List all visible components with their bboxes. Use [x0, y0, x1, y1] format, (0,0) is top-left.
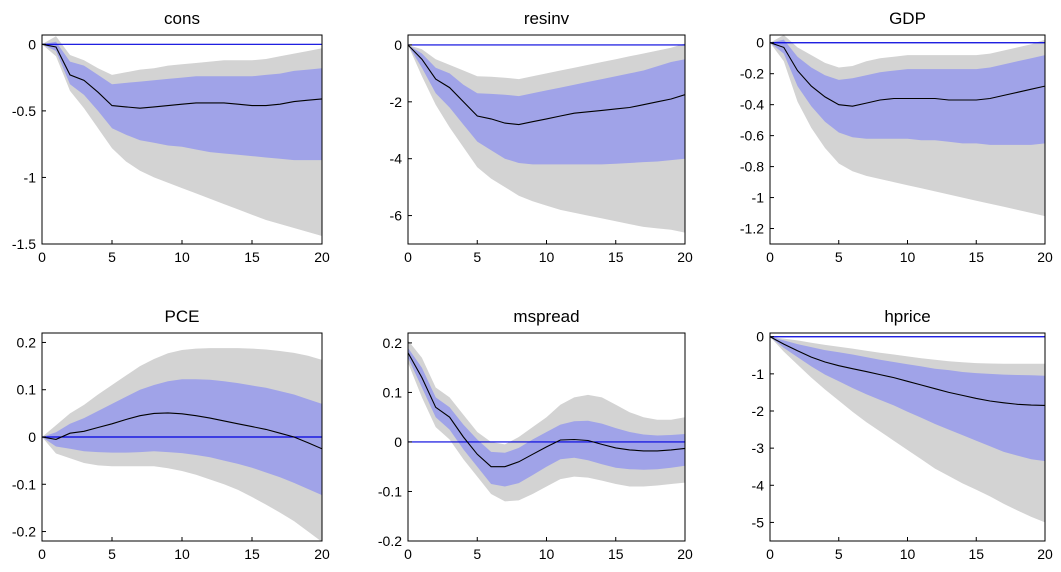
resinv-ytick-label: 0 — [394, 37, 402, 53]
mspread-xtick-label: 0 — [404, 546, 412, 562]
mspread-ytick-label: 0.1 — [383, 384, 403, 400]
PCE-ytick-label: 0.2 — [17, 334, 37, 350]
cons-median-line — [42, 43, 322, 109]
mspread-xtick-label: 20 — [677, 546, 693, 562]
cons-xtick-label: 20 — [314, 249, 330, 265]
resinv-ytick-label: -4 — [390, 151, 403, 167]
cons-xtick-label: 5 — [108, 249, 116, 265]
GDP-band-68 — [770, 39, 1045, 145]
GDP-ytick-label: -0.2 — [740, 66, 764, 82]
panel-mspread: mspread 0 5 10 15 20 0.2 0.1 0 -0.1 -0.2 — [378, 307, 693, 562]
resinv-xtick-label: 5 — [473, 249, 481, 265]
hprice-median-line — [770, 336, 1045, 406]
PCE-ytick-label: -0.2 — [12, 524, 36, 540]
PCE-xtick-label: 5 — [108, 546, 116, 562]
PCE-title: PCE — [165, 307, 200, 326]
GDP-ytick-label: -0.6 — [740, 128, 764, 144]
resinv-ytick-label: -6 — [390, 208, 403, 224]
hprice-xtick-label: 0 — [766, 546, 774, 562]
PCE-ytick-label: 0.1 — [17, 382, 37, 398]
cons-band-68 — [42, 41, 322, 161]
mspread-ytick-label: 0.2 — [383, 335, 403, 351]
GDP-xtick-label: 0 — [766, 249, 774, 265]
cons-title: cons — [164, 9, 200, 28]
cons-ytick-label: -0.5 — [12, 103, 36, 119]
PCE-ytick-label: -0.1 — [12, 476, 36, 492]
resinv-ytick-label: -2 — [390, 94, 403, 110]
cons-ytick-label: 0 — [28, 36, 36, 52]
PCE-xtick-label: 20 — [314, 546, 330, 562]
cons-xtick-label: 15 — [244, 249, 260, 265]
panel-hprice: hprice 0 5 10 15 20 0 -1 -2 -3 -4 -5 — [752, 307, 1053, 562]
GDP-ytick-label: -0.8 — [740, 159, 764, 175]
PCE-xtick-label: 10 — [174, 546, 190, 562]
GDP-xtick-label: 5 — [835, 249, 843, 265]
hprice-ytick-label: -2 — [752, 403, 765, 419]
panel-resinv: resinv 0 5 10 15 20 0 -2 -4 -6 — [390, 9, 693, 265]
mspread-xtick-label: 10 — [539, 546, 555, 562]
resinv-title: resinv — [524, 9, 570, 28]
cons-xtick-label: 10 — [174, 249, 190, 265]
hprice-xtick-label: 5 — [835, 546, 843, 562]
mspread-median-line — [408, 352, 685, 468]
hprice-ytick-label: 0 — [756, 329, 764, 345]
cons-xtick-label: 0 — [38, 249, 46, 265]
mspread-ytick-label: 0 — [394, 434, 402, 450]
PCE-ytick-label: 0 — [28, 429, 36, 445]
hprice-title: hprice — [884, 307, 930, 326]
mspread-band-68 — [408, 347, 685, 487]
mspread-xtick-label: 15 — [608, 546, 624, 562]
GDP-xtick-label: 20 — [1037, 249, 1053, 265]
mspread-title: mspread — [513, 307, 579, 326]
GDP-ytick-label: -1 — [752, 190, 765, 206]
PCE-xtick-label: 15 — [244, 546, 260, 562]
panel-PCE: PCE 0 5 10 15 20 0.2 0.1 0 -0.1 -0.2 — [12, 307, 330, 562]
hprice-band-68 — [770, 336, 1045, 462]
GDP-median-line — [770, 42, 1045, 107]
resinv-xtick-label: 15 — [608, 249, 624, 265]
hprice-ytick-label: -4 — [752, 477, 765, 493]
cons-ytick-label: -1.5 — [12, 236, 36, 252]
panel-cons: cons 0 5 10 15 20 0 -0.5 -1 -1.5 — [12, 9, 330, 265]
hprice-xtick-label: 15 — [968, 546, 984, 562]
resinv-band-68 — [408, 45, 685, 165]
PCE-median-line — [42, 412, 322, 450]
GDP-xtick-label: 10 — [900, 249, 916, 265]
GDP-ytick-label: -0.4 — [740, 97, 764, 113]
GDP-ytick-label: 0 — [756, 35, 764, 51]
PCE-xtick-label: 0 — [38, 546, 46, 562]
GDP-ytick-label: -1.2 — [740, 221, 764, 237]
mspread-ytick-label: -0.2 — [378, 533, 402, 549]
GDP-title: GDP — [889, 9, 926, 28]
hprice-xtick-label: 20 — [1037, 546, 1053, 562]
resinv-xtick-label: 10 — [539, 249, 555, 265]
GDP-xtick-label: 15 — [968, 249, 984, 265]
hprice-ytick-label: -5 — [752, 514, 765, 530]
hprice-ytick-label: -1 — [752, 366, 765, 382]
resinv-xtick-label: 0 — [404, 249, 412, 265]
resinv-xtick-label: 20 — [677, 249, 693, 265]
mspread-ytick-label: -0.1 — [378, 483, 402, 499]
resinv-median-line — [408, 44, 685, 126]
cons-ytick-label: -1 — [24, 169, 37, 185]
mspread-xtick-label: 5 — [473, 546, 481, 562]
panel-GDP: GDP 0 5 10 15 20 0 -0.2 -0.4 -0.6 -0.8 -1 -1.2 — [740, 9, 1053, 265]
hprice-xtick-label: 10 — [900, 546, 916, 562]
hprice-ytick-label: -3 — [752, 440, 765, 456]
